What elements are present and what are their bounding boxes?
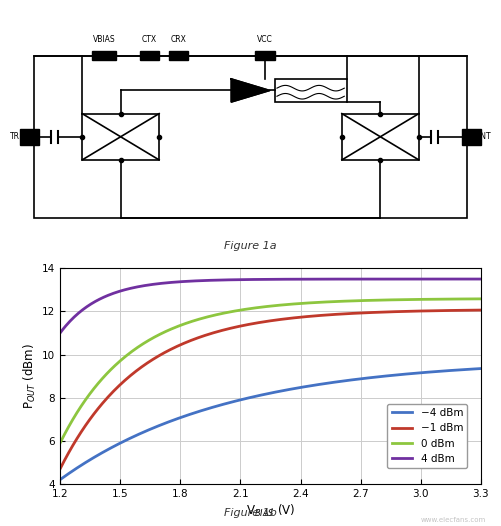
0 dBm: [57, 440, 63, 446]
Bar: [92, 51, 116, 60]
−1 dBm: [308, 313, 314, 319]
Line: 4 dBm: 4 dBm: [60, 279, 481, 333]
−1 dBm: [315, 312, 321, 319]
−1 dBm: [57, 466, 63, 472]
4 dBm: [308, 276, 314, 282]
X-axis label: V$_{BIAS}$ (V): V$_{BIAS}$ (V): [246, 503, 295, 519]
−4 dBm: [478, 366, 484, 372]
Text: Figure 1a: Figure 1a: [224, 240, 277, 250]
−4 dBm: [438, 368, 444, 375]
Legend: −4 dBm, −1 dBm, 0 dBm, 4 dBm: −4 dBm, −1 dBm, 0 dBm, 4 dBm: [387, 404, 467, 468]
−1 dBm: [306, 313, 312, 319]
Line: −4 dBm: −4 dBm: [60, 369, 481, 480]
Bar: [140, 51, 159, 60]
−1 dBm: [478, 307, 484, 313]
Y-axis label: P$_{OUT}$ (dBm): P$_{OUT}$ (dBm): [22, 343, 38, 409]
Text: CTX: CTX: [142, 35, 157, 44]
Bar: [82, 114, 159, 160]
Bar: [256, 51, 275, 60]
−4 dBm: [306, 383, 312, 389]
4 dBm: [478, 276, 484, 282]
4 dBm: [306, 276, 312, 282]
0 dBm: [478, 296, 484, 302]
4 dBm: [57, 330, 63, 336]
0 dBm: [438, 296, 444, 302]
Text: ANT: ANT: [476, 132, 491, 141]
Text: TR: TR: [10, 132, 20, 141]
Text: VBIAS: VBIAS: [93, 35, 115, 44]
Text: CRX: CRX: [170, 35, 186, 44]
0 dBm: [315, 299, 321, 306]
−4 dBm: [59, 476, 65, 482]
−1 dBm: [438, 308, 444, 314]
0 dBm: [308, 300, 314, 306]
0 dBm: [412, 296, 418, 302]
Bar: [169, 51, 188, 60]
Bar: [34, 56, 467, 218]
4 dBm: [412, 276, 418, 282]
Bar: [342, 114, 419, 160]
Line: 0 dBm: 0 dBm: [60, 299, 481, 443]
Text: Figure 1b: Figure 1b: [224, 508, 277, 518]
4 dBm: [59, 328, 65, 334]
−4 dBm: [315, 381, 321, 388]
Text: www.elecfans.com: www.elecfans.com: [421, 518, 486, 523]
−1 dBm: [59, 463, 65, 469]
−4 dBm: [57, 477, 63, 483]
Text: VCC: VCC: [257, 35, 273, 44]
4 dBm: [438, 276, 444, 282]
−4 dBm: [308, 382, 314, 389]
0 dBm: [59, 437, 65, 443]
Bar: [462, 129, 481, 145]
Bar: [20, 129, 39, 145]
Line: −1 dBm: −1 dBm: [60, 310, 481, 469]
Polygon shape: [231, 79, 270, 102]
Bar: [275, 79, 347, 102]
−4 dBm: [412, 370, 418, 377]
−1 dBm: [412, 308, 418, 315]
0 dBm: [306, 300, 312, 306]
4 dBm: [315, 276, 321, 282]
